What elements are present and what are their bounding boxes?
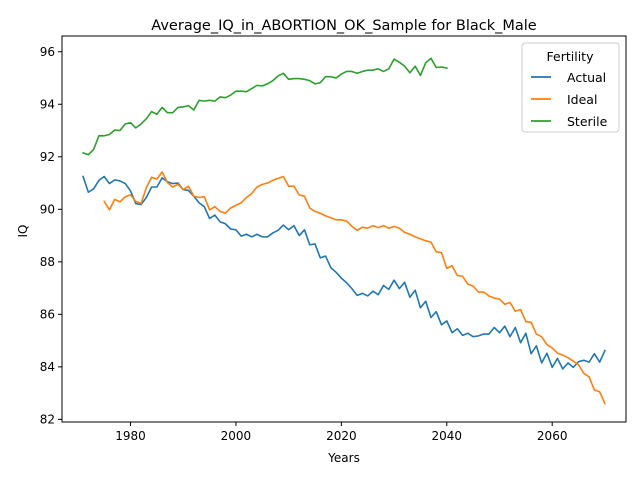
y-tick-label: 90 <box>40 202 55 216</box>
series-line-actual <box>82 175 606 370</box>
y-axis-label: IQ <box>16 225 30 238</box>
legend-label-sterile: Sterile <box>567 114 608 129</box>
series-line-sterile <box>82 57 448 156</box>
legend-box <box>521 42 620 133</box>
legend: Fertility Actual Ideal Sterile <box>521 42 620 133</box>
legend-label-ideal: Ideal <box>567 92 597 107</box>
y-tick-label: 94 <box>40 97 55 111</box>
plot-frame <box>61 35 627 423</box>
chart-title: Average_IQ_in_ABORTION_OK_Sample for Bla… <box>151 18 536 34</box>
x-tick-label: 1980 <box>115 429 146 443</box>
x-tick-label: 2020 <box>326 429 357 443</box>
y-tick-label: 82 <box>40 412 55 426</box>
legend-label-actual: Actual <box>567 70 606 85</box>
series-line-ideal <box>103 171 606 405</box>
y-axis-ticks: 82 84 86 88 90 92 94 96 <box>40 45 62 426</box>
y-tick-label: 88 <box>40 255 55 269</box>
x-axis-label: Years <box>327 451 360 465</box>
x-tick-label: 2000 <box>221 429 252 443</box>
y-tick-label: 84 <box>40 360 55 374</box>
x-tick-label: 2040 <box>432 429 463 443</box>
x-tick-label: 2060 <box>537 429 568 443</box>
plot-area <box>82 57 606 405</box>
y-tick-label: 86 <box>40 307 55 321</box>
y-tick-label: 96 <box>40 45 55 59</box>
legend-title: Fertility <box>547 49 595 64</box>
y-tick-label: 92 <box>40 150 55 164</box>
x-axis-ticks: 1980 2000 2020 2040 2060 <box>115 422 567 443</box>
